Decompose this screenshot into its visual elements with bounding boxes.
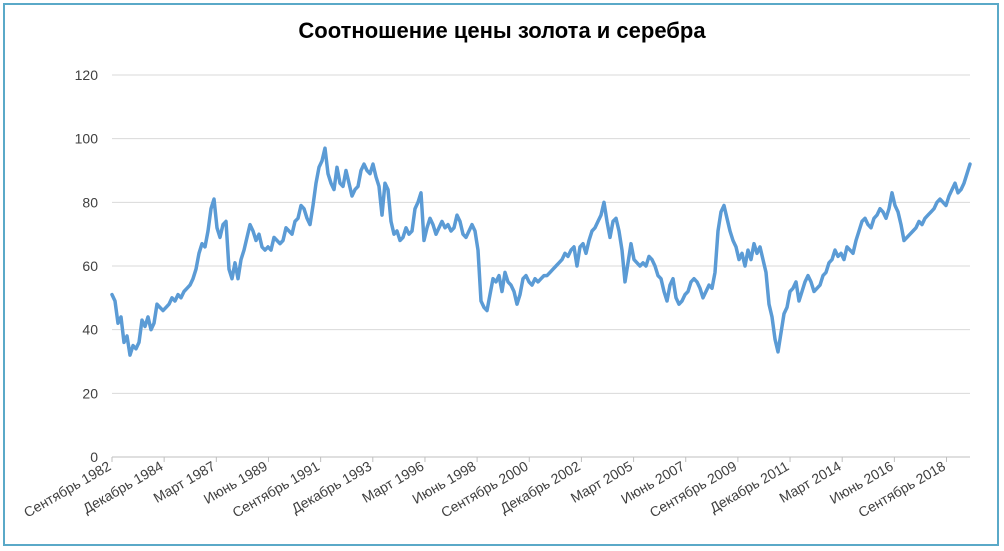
- x-tick-label: Сентябрь 2000: [438, 458, 531, 521]
- y-tick-label: 0: [90, 449, 98, 465]
- series-line: [110, 146, 972, 357]
- y-tick-label: 120: [75, 67, 99, 83]
- grid-lines: [112, 74, 970, 394]
- y-axis-ticks: 0 20 40 60 80 100 120: [75, 67, 99, 465]
- x-tick-label: Сентябрь 1991: [229, 458, 322, 521]
- chart-frame: [3, 3, 999, 546]
- y-tick-label: 20: [82, 385, 98, 401]
- x-tick-label: Сентябрь 2009: [647, 458, 740, 521]
- y-tick-label: 60: [82, 258, 98, 274]
- y-tick-label: 80: [82, 194, 98, 210]
- series-lines: [110, 146, 972, 357]
- chart-title: Соотношение цены золота и серебра: [298, 18, 706, 43]
- y-tick-label: 100: [75, 131, 99, 147]
- y-tick-label: 40: [82, 322, 98, 338]
- x-tick-label: Сентябрь 1982: [21, 458, 114, 521]
- x-tick-label: Сентябрь 2018: [855, 458, 948, 521]
